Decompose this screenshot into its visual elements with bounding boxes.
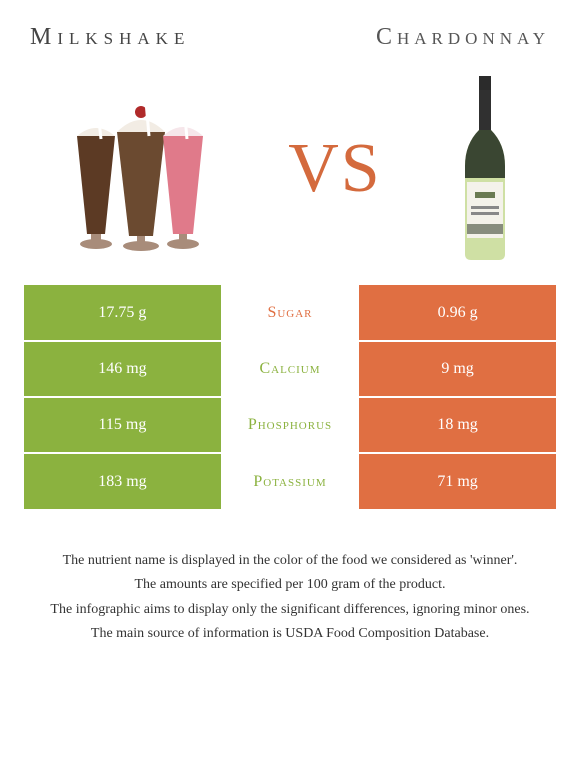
right-value: 71 mg — [359, 453, 556, 509]
nutrient-table: 17.75 gSugar0.96 g146 mgCalcium9 mg115 m… — [24, 285, 556, 509]
right-value: 18 mg — [359, 397, 556, 453]
footnote-line: The infographic aims to display only the… — [32, 600, 548, 620]
footnote-line: The nutrient name is displayed in the co… — [32, 551, 548, 571]
nutrient-name: Sugar — [221, 285, 359, 341]
milkshake-icon — [55, 84, 225, 254]
right-value: 9 mg — [359, 341, 556, 397]
bottle-icon — [445, 74, 525, 264]
left-value: 115 mg — [24, 397, 221, 453]
vs-label: VS — [288, 129, 381, 209]
nutrient-name: Calcium — [221, 341, 359, 397]
hero-row: VS — [24, 69, 556, 269]
left-value: 17.75 g — [24, 285, 221, 341]
nutrient-name: Phosphorus — [221, 397, 359, 453]
title-row: Milkshake Chardonnay — [24, 24, 556, 69]
footnote-line: The main source of information is USDA F… — [32, 624, 548, 644]
nutrient-tbody: 17.75 gSugar0.96 g146 mgCalcium9 mg115 m… — [24, 285, 556, 509]
footnote-line: The amounts are specified per 100 gram o… — [32, 575, 548, 595]
table-row: 115 mgPhosphorus18 mg — [24, 397, 556, 453]
footnotes: The nutrient name is displayed in the co… — [24, 551, 556, 644]
table-row: 146 mgCalcium9 mg — [24, 341, 556, 397]
title-right: Chardonnay — [376, 24, 550, 51]
right-value: 0.96 g — [359, 285, 556, 341]
left-value: 183 mg — [24, 453, 221, 509]
table-row: 17.75 gSugar0.96 g — [24, 285, 556, 341]
table-row: 183 mgPotassium71 mg — [24, 453, 556, 509]
title-left: Milkshake — [30, 24, 190, 51]
nutrient-name: Potassium — [221, 453, 359, 509]
left-value: 146 mg — [24, 341, 221, 397]
